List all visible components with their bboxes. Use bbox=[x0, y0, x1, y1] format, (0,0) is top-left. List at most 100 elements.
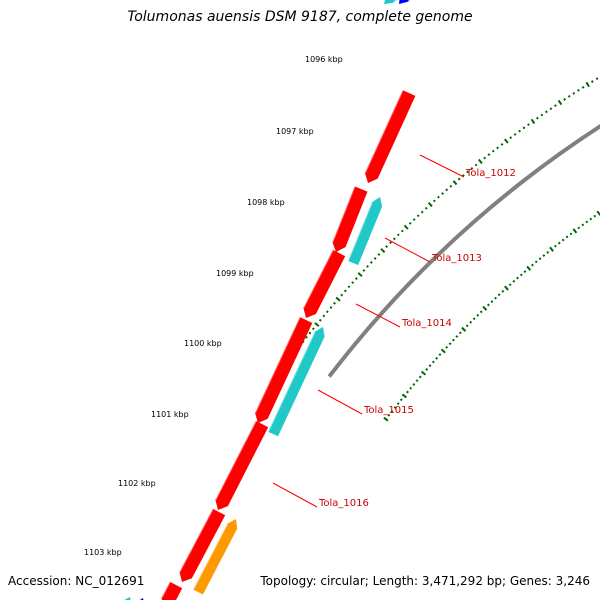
accession-text: Accession: NC_012691 bbox=[8, 574, 145, 588]
gene-arrow bbox=[384, 0, 399, 4]
gene-labels: Tola_1012 Tola_1013 Tola_1014 Tola_1015 Tola… bbox=[272, 154, 516, 509]
outer-tick bbox=[329, 306, 333, 309]
outer-tick bbox=[449, 184, 453, 188]
outer-tick bbox=[318, 318, 322, 322]
gene-arrow bbox=[192, 519, 238, 595]
outer-tick bbox=[466, 170, 470, 174]
gene-arrow bbox=[363, 89, 416, 183]
outer-tick bbox=[563, 98, 567, 101]
inner-tick bbox=[497, 293, 501, 297]
inner-tick bbox=[593, 214, 597, 218]
outer-tick bbox=[357, 272, 363, 277]
outer-tick bbox=[308, 331, 312, 335]
inner-tick bbox=[589, 217, 593, 221]
gene-body bbox=[399, 0, 410, 4]
scale-label: 1102 kbp bbox=[118, 479, 156, 488]
inner-tick bbox=[538, 257, 542, 261]
outer-tick bbox=[518, 129, 522, 133]
inner-tick bbox=[581, 223, 585, 227]
inner-tick bbox=[406, 390, 409, 394]
outer-tick bbox=[567, 95, 571, 98]
outer-tick bbox=[590, 80, 594, 83]
inner-tick bbox=[549, 246, 554, 252]
outer-tick bbox=[461, 174, 465, 177]
outer-tick bbox=[500, 143, 504, 146]
inner-tick bbox=[546, 250, 550, 254]
inner-tick bbox=[490, 300, 494, 303]
outer-tick bbox=[403, 224, 409, 230]
inner-tick bbox=[479, 310, 483, 314]
outer-tick bbox=[549, 107, 553, 111]
inner-tick bbox=[561, 238, 565, 242]
inner-tick bbox=[486, 303, 490, 307]
outer-tick bbox=[535, 116, 539, 120]
gene-body bbox=[268, 327, 325, 437]
outer-tick bbox=[311, 327, 315, 331]
inner-tick bbox=[565, 235, 569, 239]
outer-tick bbox=[351, 281, 355, 285]
inner-tick bbox=[418, 375, 422, 379]
inner-tick bbox=[393, 406, 397, 409]
outer-tick bbox=[457, 177, 461, 181]
scale-label: 1098 kbp bbox=[247, 198, 285, 207]
inner-tick bbox=[476, 313, 480, 317]
scale-labels: 1096 kbp 1097 kbp 1098 kbp 1099 kbp 1100 kbp… bbox=[84, 55, 343, 557]
outer-tick bbox=[380, 248, 386, 254]
outer-tick bbox=[577, 88, 580, 92]
inner-tick bbox=[472, 317, 476, 321]
outer-tick bbox=[396, 233, 400, 237]
inner-tick bbox=[501, 289, 505, 293]
gene-label-leader bbox=[384, 237, 431, 263]
outer-tick bbox=[369, 261, 373, 264]
outer-tick bbox=[554, 104, 557, 107]
gene-body bbox=[303, 249, 346, 318]
outer-tick bbox=[427, 202, 433, 208]
inner-tick bbox=[455, 335, 459, 338]
outer-tick bbox=[544, 110, 548, 114]
genome-backbone bbox=[327, 124, 600, 378]
inner-tick bbox=[482, 305, 488, 311]
gene-highlight bbox=[214, 420, 257, 501]
inner-tick bbox=[569, 232, 573, 236]
inner-tick bbox=[557, 241, 561, 245]
outer-tick bbox=[424, 206, 428, 210]
scale-ticks bbox=[293, 77, 600, 422]
gene-highlight bbox=[192, 523, 229, 590]
inner-tick bbox=[448, 342, 452, 346]
inner-tick bbox=[438, 353, 442, 357]
outer-tick bbox=[452, 180, 458, 186]
genome-summary: Topology: circular; Length: 3,471,292 bp… bbox=[260, 574, 590, 588]
gene-arrow bbox=[346, 197, 383, 266]
gene-arrow bbox=[160, 581, 183, 600]
outer-tick bbox=[540, 113, 544, 117]
outer-tick bbox=[325, 310, 329, 314]
scale-label: 1101 kbp bbox=[151, 410, 189, 419]
inner-tick bbox=[399, 398, 403, 402]
gene-label-leader bbox=[317, 389, 363, 415]
gene-label-leader bbox=[419, 154, 465, 178]
gene-highlight bbox=[178, 508, 214, 573]
outer-tick bbox=[445, 188, 449, 192]
outer-tick bbox=[509, 136, 513, 140]
outer-tick bbox=[585, 81, 590, 88]
gene-highlight bbox=[160, 581, 171, 599]
inner-tick bbox=[504, 285, 509, 291]
outer-tick bbox=[470, 167, 474, 170]
outer-tick bbox=[412, 218, 416, 221]
inner-tick bbox=[415, 379, 419, 383]
inner-tick bbox=[526, 265, 532, 271]
outer-tick bbox=[389, 241, 392, 245]
inner-tick bbox=[401, 393, 407, 399]
gene-arrow bbox=[178, 508, 226, 582]
outer-tick bbox=[420, 210, 424, 214]
inner-tick bbox=[412, 383, 416, 386]
scale-label: 1097 kbp bbox=[276, 127, 314, 136]
outer-tick bbox=[478, 158, 483, 165]
inner-tick bbox=[440, 348, 446, 354]
gene-body bbox=[364, 90, 416, 183]
gene-label: Tola_1013 bbox=[431, 253, 482, 264]
outer-tick bbox=[513, 133, 517, 136]
gene-label: Tola_1012 bbox=[465, 168, 516, 179]
outer-tick bbox=[496, 146, 500, 150]
outer-tick bbox=[483, 156, 487, 160]
